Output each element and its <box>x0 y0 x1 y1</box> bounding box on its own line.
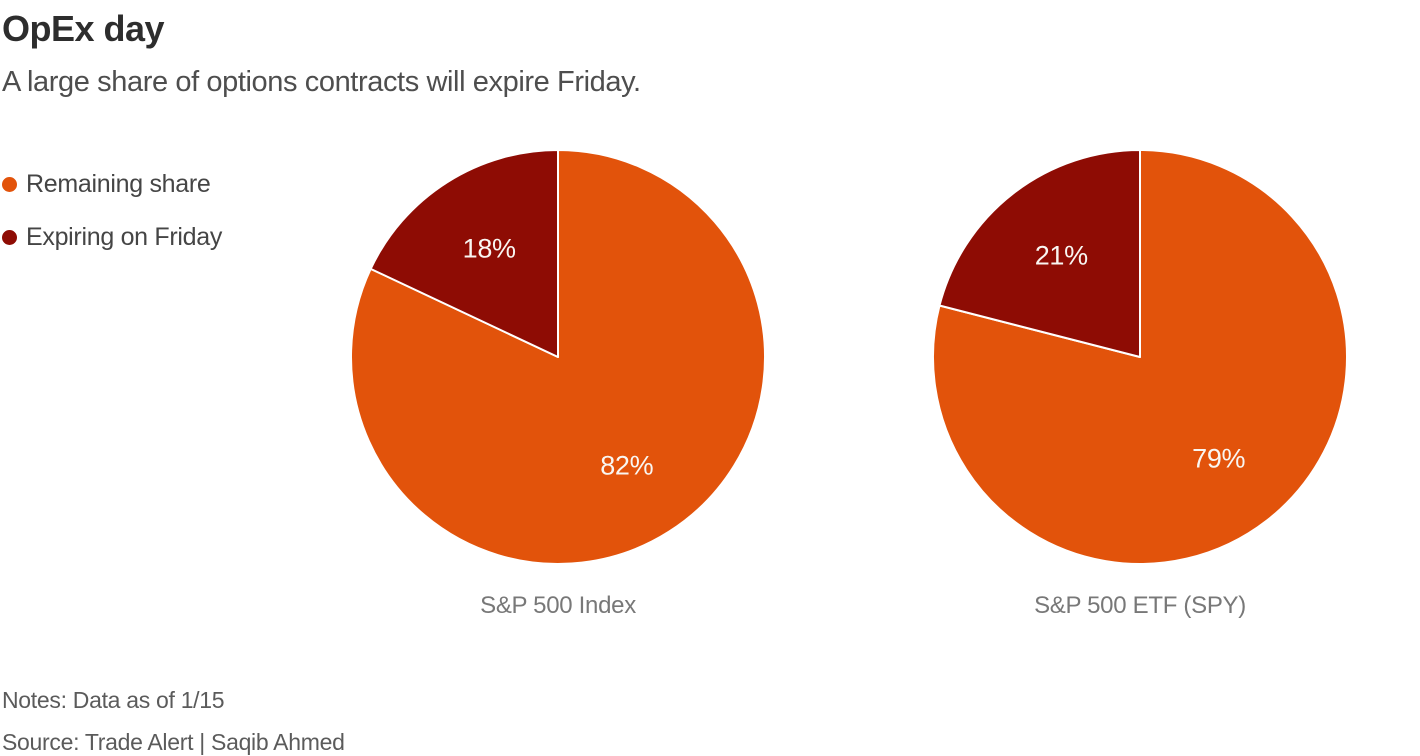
pie-caption-sp500-etf-spy: S&P 500 ETF (SPY) <box>1034 592 1246 619</box>
source-line: Source: Trade Alert | Saqib Ahmed <box>2 729 345 755</box>
pie-caption-sp500-index: S&P 500 Index <box>480 592 636 619</box>
legend-label: Expiring on Friday <box>26 222 223 251</box>
pie-slice-expiring-on-friday <box>369 149 559 358</box>
pie-chart-sp500-index: 82% 18% <box>350 149 766 565</box>
pie-figure-sp500-etf-spy: 79% 21% S&P 500 ETF (SPY) <box>930 147 1350 620</box>
notes-line: Notes: Data as of 1/15 <box>2 687 225 713</box>
legend-label: Remaining share <box>26 169 211 198</box>
legend-item-remaining-share: Remaining share <box>2 169 222 199</box>
pie-chart-sp500-etf-spy: 79% 21% <box>932 149 1348 565</box>
pie-slice-label: 79% <box>1192 443 1245 473</box>
legend-item-expiring-on-friday: Expiring on Friday <box>2 222 222 252</box>
legend-dot-darkred-icon <box>2 229 17 245</box>
pie-slice-label: 82% <box>600 450 653 480</box>
chart-subtitle: A large share of options contracts will … <box>2 66 641 98</box>
pie-slice-expiring-on-friday <box>938 149 1141 358</box>
pie-figure-sp500-index: 82% 18% S&P 500 Index <box>348 147 768 620</box>
legend-dot-orange-icon <box>2 176 17 192</box>
page-title: OpEx day <box>2 8 165 49</box>
pie-slice-label: 18% <box>463 234 516 264</box>
legend: Remaining share Expiring on Friday <box>2 169 222 275</box>
pie-slice-label: 21% <box>1035 241 1088 271</box>
